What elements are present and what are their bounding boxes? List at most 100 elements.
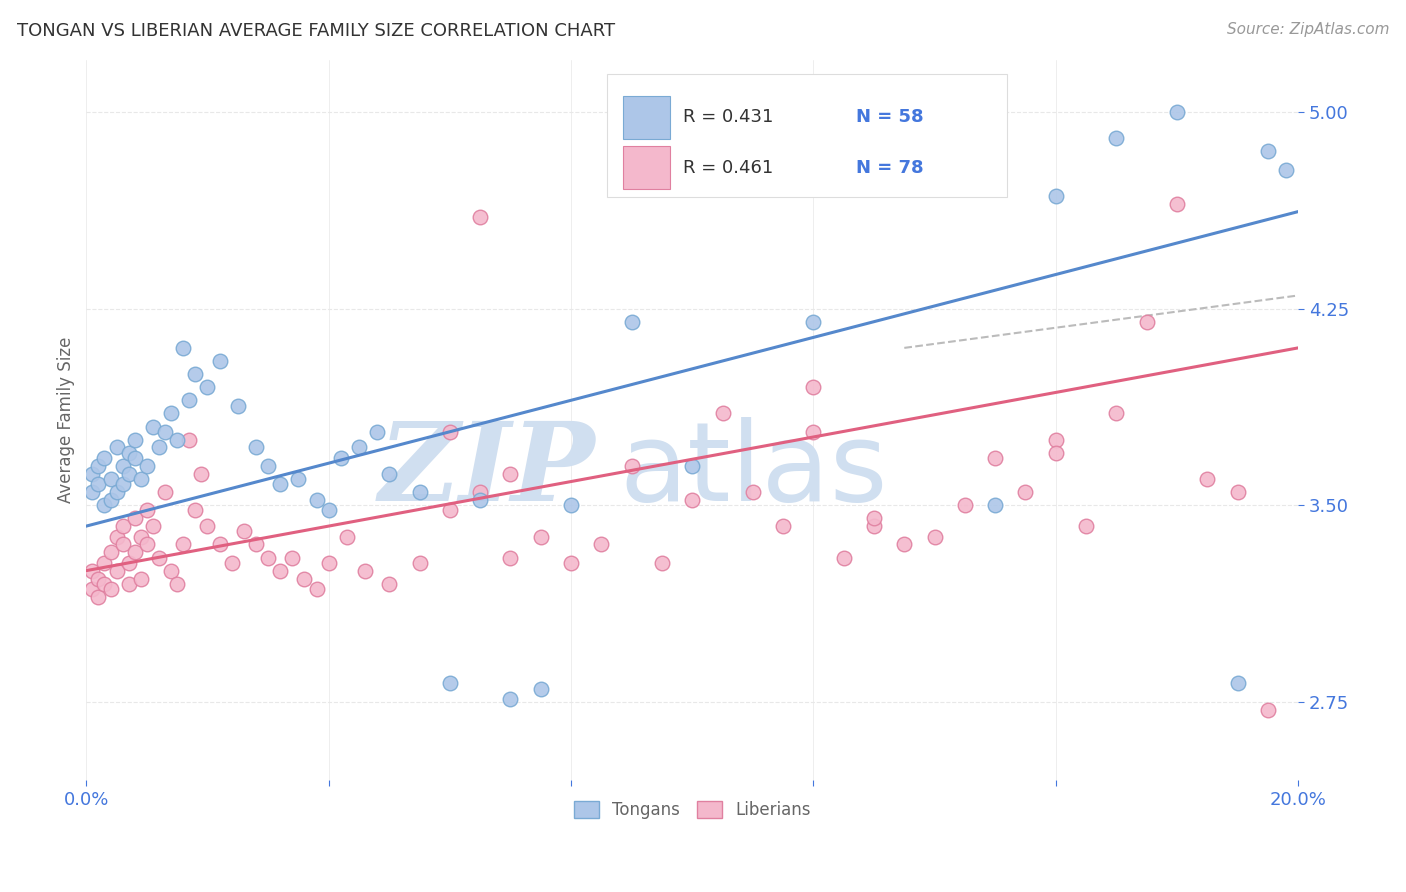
Point	[620, 315, 643, 329]
Point	[1045, 433, 1067, 447]
Point	[124, 433, 146, 447]
Point	[741, 157, 763, 171]
Point	[1074, 519, 1097, 533]
Point	[166, 433, 188, 447]
Point	[924, 530, 946, 544]
Point	[347, 441, 370, 455]
Text: R = 0.461: R = 0.461	[682, 159, 773, 177]
Point	[984, 498, 1007, 512]
Point	[135, 458, 157, 473]
Point	[318, 503, 340, 517]
Point	[105, 564, 128, 578]
Point	[1257, 145, 1279, 159]
Point	[305, 582, 328, 596]
Point	[93, 498, 115, 512]
Point	[160, 564, 183, 578]
Point	[1226, 676, 1249, 690]
Point	[269, 564, 291, 578]
Text: N = 78: N = 78	[856, 159, 924, 177]
Point	[499, 550, 522, 565]
Point	[336, 530, 359, 544]
Point	[221, 556, 243, 570]
Point	[1197, 472, 1219, 486]
Point	[863, 162, 886, 177]
Point	[294, 572, 316, 586]
Point	[124, 450, 146, 465]
Point	[142, 519, 165, 533]
Point	[87, 572, 110, 586]
Point	[287, 472, 309, 486]
Point	[142, 419, 165, 434]
Point	[803, 315, 825, 329]
Text: Source: ZipAtlas.com: Source: ZipAtlas.com	[1226, 22, 1389, 37]
Point	[129, 572, 152, 586]
Point	[378, 576, 401, 591]
Point	[499, 467, 522, 481]
Point	[863, 511, 886, 525]
Point	[129, 472, 152, 486]
Point	[257, 458, 280, 473]
Point	[179, 393, 201, 408]
Point	[1226, 485, 1249, 500]
Point	[105, 530, 128, 544]
Point	[172, 537, 194, 551]
Point	[1045, 189, 1067, 203]
Point	[153, 425, 176, 439]
Point	[82, 467, 104, 481]
Point	[741, 485, 763, 500]
Point	[118, 556, 141, 570]
Point	[118, 446, 141, 460]
Point	[530, 530, 553, 544]
Point	[269, 477, 291, 491]
Point	[1166, 196, 1188, 211]
Point	[439, 676, 461, 690]
Point	[924, 131, 946, 145]
Point	[245, 537, 267, 551]
Point	[87, 458, 110, 473]
Point	[118, 467, 141, 481]
Point	[408, 556, 430, 570]
Point	[257, 550, 280, 565]
Point	[378, 467, 401, 481]
Point	[100, 492, 122, 507]
Point	[208, 354, 231, 368]
Point	[184, 503, 207, 517]
Point	[184, 367, 207, 381]
Point	[129, 530, 152, 544]
Point	[1257, 702, 1279, 716]
Point	[111, 477, 134, 491]
Point	[803, 425, 825, 439]
Text: TONGAN VS LIBERIAN AVERAGE FAMILY SIZE CORRELATION CHART: TONGAN VS LIBERIAN AVERAGE FAMILY SIZE C…	[17, 22, 614, 40]
Point	[111, 519, 134, 533]
Point	[1045, 446, 1067, 460]
Point	[93, 556, 115, 570]
Point	[87, 590, 110, 604]
Point	[87, 477, 110, 491]
Point	[832, 550, 855, 565]
Point	[651, 556, 673, 570]
Y-axis label: Average Family Size: Average Family Size	[58, 337, 75, 503]
Point	[111, 458, 134, 473]
Point	[135, 537, 157, 551]
Legend: Tongans, Liberians: Tongans, Liberians	[567, 795, 817, 826]
Point	[100, 582, 122, 596]
Text: ZIP: ZIP	[378, 417, 595, 524]
Point	[82, 582, 104, 596]
Point	[1105, 131, 1128, 145]
Point	[281, 550, 304, 565]
Point	[863, 519, 886, 533]
Point	[984, 450, 1007, 465]
Point	[953, 498, 976, 512]
Point	[408, 485, 430, 500]
Point	[172, 341, 194, 355]
Point	[111, 537, 134, 551]
Point	[148, 441, 170, 455]
Point	[100, 545, 122, 559]
Text: R = 0.431: R = 0.431	[682, 108, 773, 127]
FancyBboxPatch shape	[623, 146, 671, 189]
Point	[468, 210, 491, 224]
Point	[124, 545, 146, 559]
Point	[100, 472, 122, 486]
Point	[711, 406, 734, 420]
Point	[468, 485, 491, 500]
